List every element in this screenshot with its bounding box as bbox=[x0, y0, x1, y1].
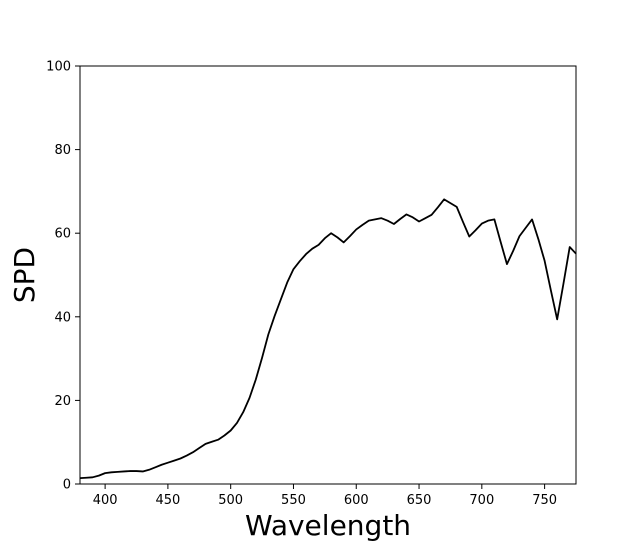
x-tick-label: 750 bbox=[532, 493, 557, 508]
y-tick-label: 100 bbox=[46, 60, 71, 75]
x-axis-ticks: 400 450 500 550 600 650 700 750 bbox=[93, 484, 557, 508]
x-tick-label: 400 bbox=[93, 493, 118, 508]
x-tick-label: 450 bbox=[155, 493, 180, 508]
y-tick-label: 0 bbox=[63, 478, 71, 493]
y-tick-label: 20 bbox=[54, 394, 71, 409]
x-tick-label: 500 bbox=[218, 493, 243, 508]
spd-series-line bbox=[79, 198, 577, 480]
x-tick-label: 700 bbox=[469, 493, 494, 508]
y-tick-label: 80 bbox=[54, 143, 71, 158]
y-axis-ticks: 0 20 40 60 80 100 bbox=[46, 60, 80, 493]
x-tick-label: 650 bbox=[407, 493, 432, 508]
plot-frame bbox=[79, 65, 577, 485]
x-axis-label: Wavelength bbox=[245, 509, 411, 542]
x-tick-label: 600 bbox=[344, 493, 369, 508]
y-tick-label: 60 bbox=[54, 227, 71, 242]
x-tick-label: 550 bbox=[281, 493, 306, 508]
y-tick-label: 40 bbox=[54, 310, 71, 325]
y-axis-label: SPD bbox=[8, 247, 41, 303]
